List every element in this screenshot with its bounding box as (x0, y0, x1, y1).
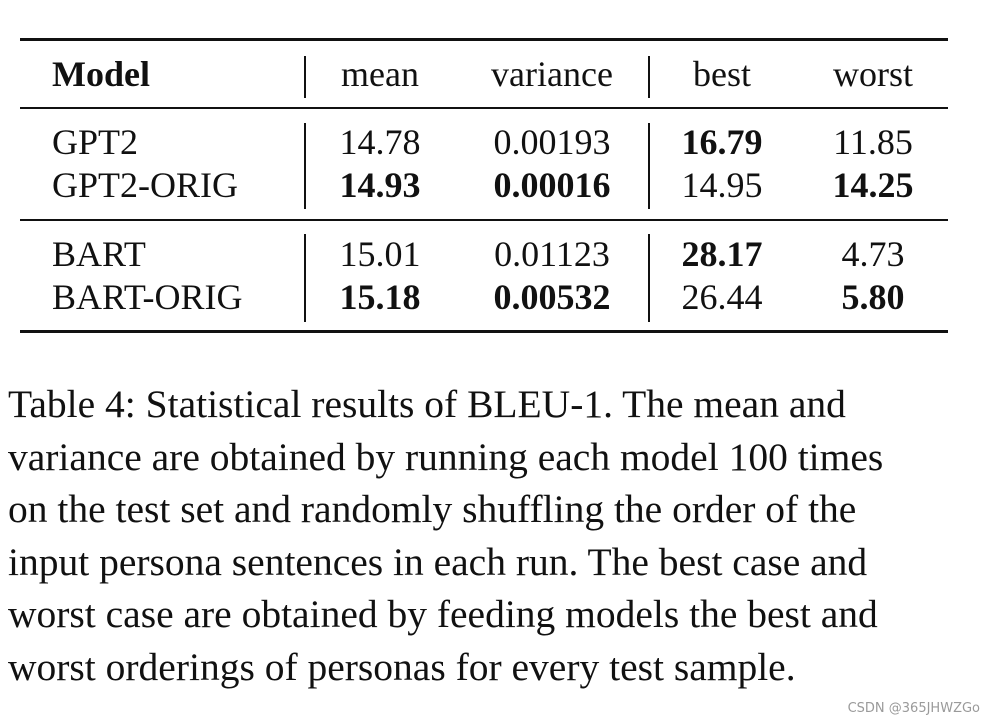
row-model-label: GPT2-ORIG (52, 165, 238, 205)
col-separator (648, 123, 650, 209)
cell-worst: 11.85 (833, 122, 913, 162)
cell-variance: 0.00193 (493, 122, 611, 162)
col-separator (648, 234, 650, 322)
caption-line: worst case are obtained by feeding model… (8, 592, 878, 636)
cell-best: 16.79 (681, 122, 763, 162)
watermark: CSDN @365JHWZGo (847, 701, 980, 716)
cell-worst: 5.80 (841, 277, 905, 317)
caption-line: variance are obtained by running each mo… (8, 434, 884, 479)
header-worst: worst (833, 54, 913, 94)
cell-worst: 14.25 (832, 165, 914, 205)
cell-best: 28.17 (681, 234, 763, 274)
cell-best: 26.44 (681, 277, 763, 317)
row-model-label: GPT2 (52, 122, 139, 162)
cell-variance: 0.00532 (493, 277, 611, 317)
table-bottom-rule (20, 330, 948, 333)
cell-mean: 14.93 (339, 165, 421, 205)
cell-variance: 0.01123 (494, 234, 610, 274)
header-rule (20, 107, 948, 109)
caption-line: input persona sentences in each run. The… (8, 539, 868, 584)
col-separator (304, 56, 306, 98)
cell-mean: 15.18 (339, 277, 421, 317)
col-separator (648, 56, 650, 98)
row-model-label: BART-ORIG (52, 277, 243, 317)
cell-best: 14.95 (681, 165, 763, 205)
caption-line: worst orderings of personas for every te… (8, 644, 796, 689)
header-mean: mean (341, 54, 419, 94)
caption-line: on the test set and randomly shuffling t… (8, 487, 857, 531)
header-variance: variance (491, 54, 613, 94)
cell-variance: 0.00016 (493, 165, 611, 205)
header-best: best (693, 54, 751, 94)
cell-mean: 14.78 (339, 122, 421, 162)
caption-line: Table 4: Statistical results of BLEU-1. … (8, 382, 846, 426)
header-model: Model (52, 54, 150, 94)
cell-worst: 4.73 (841, 234, 905, 274)
table-top-rule (20, 38, 948, 41)
cell-mean: 15.01 (339, 234, 421, 274)
row-model-label: BART (52, 234, 146, 274)
col-separator (304, 234, 306, 322)
table-caption: Table 4: Statistical results of BLEU-1. … (8, 378, 968, 693)
group-rule (20, 219, 948, 221)
col-separator (304, 123, 306, 209)
